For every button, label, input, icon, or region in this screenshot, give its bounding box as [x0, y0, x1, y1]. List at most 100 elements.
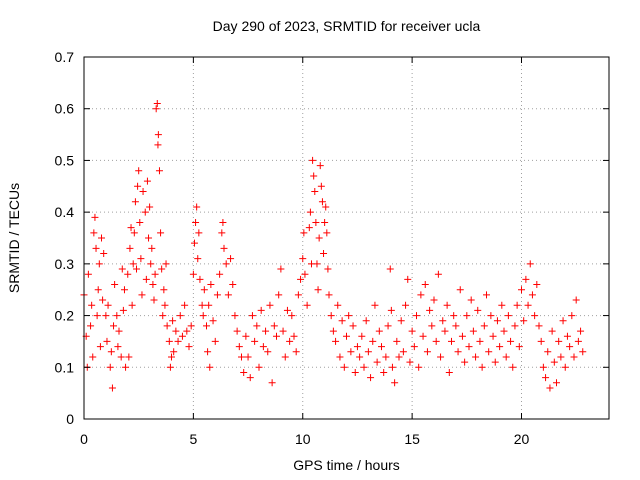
data-point [336, 353, 344, 361]
data-point [124, 270, 132, 278]
data-point [251, 337, 259, 345]
data-point [515, 343, 523, 351]
data-point [181, 301, 189, 309]
data-point [572, 296, 580, 304]
x-tick-label: 20 [514, 431, 530, 447]
data-point [397, 317, 405, 325]
data-point [349, 322, 357, 330]
data-point [367, 374, 375, 382]
data-point [117, 353, 125, 361]
data-point [301, 270, 309, 278]
data-point [166, 363, 174, 371]
data-point [305, 224, 313, 232]
data-point [136, 218, 144, 226]
data-point [524, 301, 532, 309]
data-point [222, 260, 230, 268]
data-point [387, 306, 395, 314]
data-point [395, 353, 403, 361]
data-point [561, 363, 569, 371]
data-point [487, 312, 495, 320]
data-point [343, 332, 350, 340]
data-point [480, 322, 488, 330]
data-point [157, 229, 165, 237]
data-point [126, 244, 134, 252]
data-point [192, 218, 200, 226]
data-point [345, 312, 353, 320]
data-point [546, 384, 554, 392]
data-point [257, 306, 265, 314]
data-point [107, 348, 115, 356]
data-point [96, 343, 104, 351]
y-tick-label: 0.2 [55, 308, 75, 324]
data-point [297, 275, 305, 283]
data-point [161, 301, 169, 309]
data-point [128, 301, 136, 309]
data-point [380, 368, 388, 376]
data-point [130, 229, 138, 237]
data-point [193, 203, 201, 211]
x-tick-label: 15 [404, 431, 420, 447]
data-point [113, 312, 121, 320]
data-point [238, 353, 245, 361]
data-point [306, 208, 314, 216]
data-point [279, 327, 287, 335]
data-point [176, 312, 184, 320]
data-point [195, 229, 203, 237]
data-point [410, 343, 418, 351]
data-point [268, 379, 276, 387]
data-point [526, 260, 534, 268]
data-point [235, 343, 243, 351]
data-point [187, 322, 195, 330]
data-point [360, 363, 368, 371]
data-point [325, 291, 333, 299]
y-tick-label: 0 [66, 411, 74, 427]
data-point [485, 348, 493, 356]
data-point [548, 327, 556, 335]
data-point [513, 301, 521, 309]
data-point [430, 296, 438, 304]
grid-layer [84, 57, 609, 419]
data-point [89, 353, 97, 361]
data-point [324, 265, 332, 273]
data-point [493, 317, 501, 325]
data-point [574, 337, 582, 345]
data-point [163, 322, 171, 330]
data-point [496, 343, 504, 351]
points-layer [80, 100, 587, 392]
data-point [413, 312, 420, 320]
data-point [309, 156, 317, 164]
data-point [264, 348, 272, 356]
data-point [474, 306, 482, 314]
data-point [169, 317, 177, 325]
data-point [206, 363, 214, 371]
data-point [434, 270, 442, 278]
data-point [114, 343, 122, 351]
data-point [255, 363, 263, 371]
data-point [402, 301, 410, 309]
data-point [108, 384, 116, 392]
data-point [168, 353, 175, 361]
data-point [320, 250, 328, 258]
data-point [553, 379, 560, 387]
data-point [491, 358, 499, 366]
data-point [246, 374, 254, 382]
data-point [426, 306, 434, 314]
data-point [147, 260, 155, 268]
data-point [334, 301, 342, 309]
data-point [218, 229, 226, 237]
data-point [122, 363, 130, 371]
data-point [498, 301, 506, 309]
data-point [316, 162, 324, 170]
data-point [362, 317, 370, 325]
data-point [535, 322, 543, 330]
data-point [351, 368, 359, 376]
data-point [131, 198, 139, 206]
data-point [146, 203, 154, 211]
data-point [347, 348, 355, 356]
data-point [476, 337, 484, 345]
data-point [419, 332, 427, 340]
data-point [313, 260, 321, 268]
data-point [290, 332, 298, 340]
data-point [406, 358, 414, 366]
